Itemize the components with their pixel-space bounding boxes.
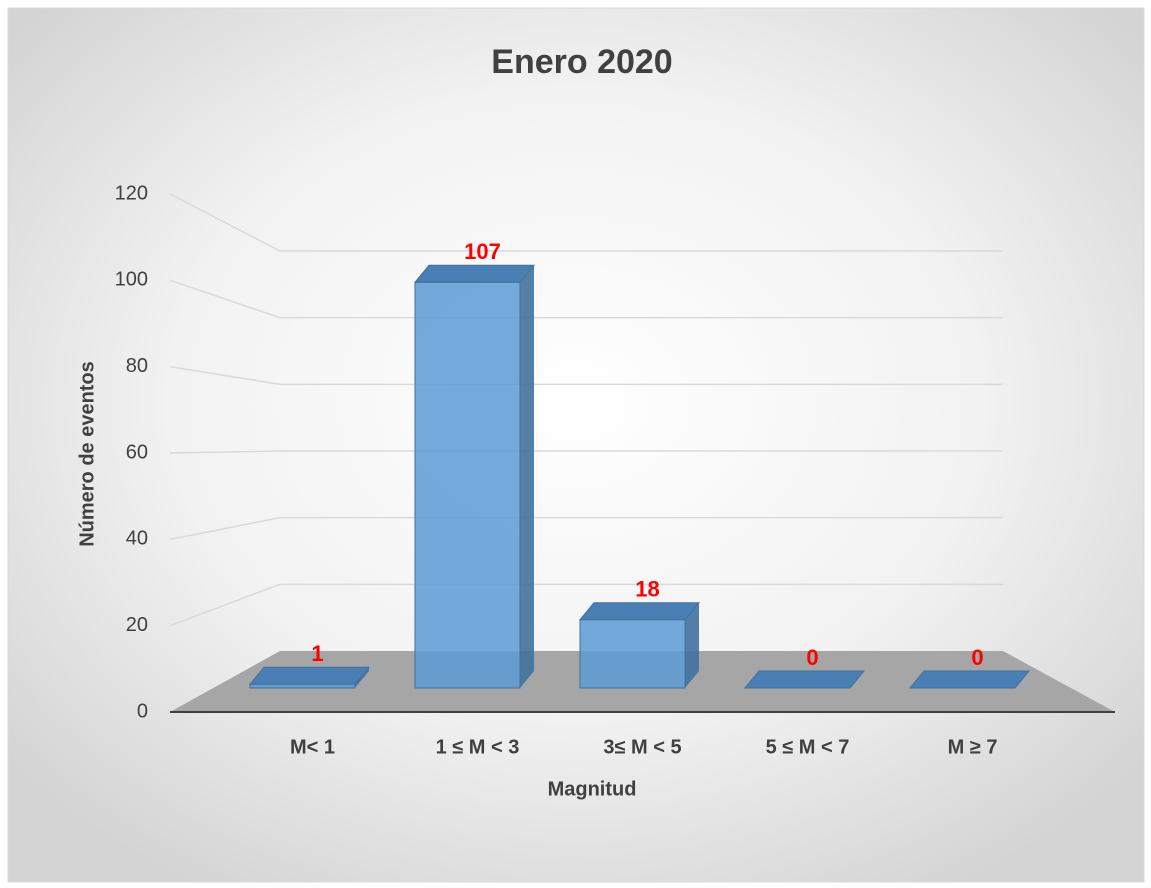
bar bbox=[579, 619, 686, 689]
y-axis-title: Número de eventos bbox=[76, 361, 98, 547]
bar bbox=[249, 683, 356, 689]
bar-side bbox=[520, 265, 534, 688]
value-label: 107 bbox=[464, 239, 501, 264]
value-label: 0 bbox=[971, 645, 983, 670]
x-tick-label: 3≤ M < 5 bbox=[603, 736, 681, 758]
grid-line bbox=[169, 516, 1003, 541]
bar-side bbox=[355, 667, 369, 688]
grid-line bbox=[169, 365, 1003, 386]
grid-line bbox=[169, 193, 1003, 252]
y-tick-label: 60 bbox=[126, 441, 148, 463]
x-tick-label: 5 ≤ M < 7 bbox=[766, 736, 850, 758]
grid-line bbox=[169, 583, 1003, 627]
x-tick-label: M ≥ 7 bbox=[948, 736, 998, 758]
bar-top bbox=[743, 670, 866, 689]
value-label: 18 bbox=[635, 577, 659, 602]
value-label: 0 bbox=[806, 645, 818, 670]
bar-top bbox=[413, 264, 536, 283]
bar bbox=[414, 281, 521, 689]
value-label: 1 bbox=[311, 641, 323, 666]
chart-title: Enero 2020 bbox=[491, 43, 672, 81]
y-tick-label: 100 bbox=[115, 269, 148, 291]
bar-top bbox=[908, 670, 1031, 689]
x-axis-title: Magnitud bbox=[548, 778, 637, 800]
y-tick-label: 80 bbox=[126, 355, 148, 377]
plot-area: 0 20 40 60 80 100 120 M< 1 1 1 ≤ M < 3 107 3≤ M < 5… bbox=[115, 182, 1115, 758]
y-tick-label: 0 bbox=[137, 700, 148, 722]
y-tick-label: 120 bbox=[115, 182, 148, 204]
bar-top bbox=[578, 602, 701, 621]
grid-line bbox=[169, 450, 1003, 454]
bar-top bbox=[248, 666, 371, 685]
chart-background bbox=[7, 7, 1145, 883]
bar-side bbox=[685, 602, 699, 688]
y-tick-label: 40 bbox=[126, 528, 148, 550]
x-tick-label: M< 1 bbox=[290, 736, 335, 758]
y-tick-label: 20 bbox=[126, 614, 148, 636]
grid-line bbox=[169, 279, 1003, 319]
x-tick-label: 1 ≤ M < 3 bbox=[436, 736, 520, 758]
